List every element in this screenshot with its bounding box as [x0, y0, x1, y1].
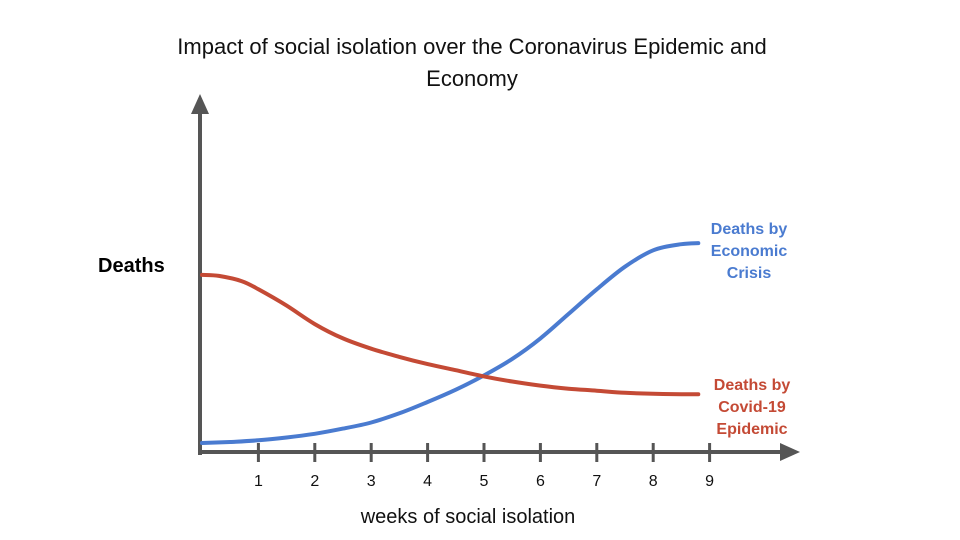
x-tick-label: 6 [536, 473, 545, 490]
x-tick-label: 1 [254, 473, 263, 490]
y-axis-arrowhead [191, 94, 209, 114]
x-tick-label: 7 [592, 473, 601, 490]
y-axis-label: Deaths [98, 255, 165, 277]
series-label-economic-line-3: Crisis [727, 265, 772, 282]
chart-title-line-1: Impact of social isolation over the Coro… [177, 34, 766, 59]
series-label-economic-line-1: Deaths by [711, 221, 788, 238]
x-tick-label: 2 [310, 473, 319, 490]
x-tick-label: 9 [705, 473, 714, 490]
x-axis-label: weeks of social isolation [360, 506, 576, 528]
x-ticks: 1 2 3 4 5 6 7 8 9 [254, 443, 714, 490]
x-axis-arrowhead [780, 443, 800, 461]
x-tick-label: 4 [423, 473, 432, 490]
x-tick-label: 3 [367, 473, 376, 490]
series-label-covid: Deaths by Covid-19 Epidemic [714, 377, 791, 438]
series-lines [200, 241, 701, 445]
series-label-covid-line-2: Covid-19 [718, 399, 786, 416]
series-label-covid-line-1: Deaths by [714, 377, 791, 394]
series-label-economic: Deaths by Economic Crisis [711, 221, 788, 282]
chart-title-line-2: Economy [426, 66, 518, 91]
series-label-economic-line-2: Economic [711, 243, 788, 260]
series-label-covid-line-3: Epidemic [716, 421, 787, 438]
x-tick-label: 8 [649, 473, 658, 490]
series-line-covid-19-epidemic [200, 272, 701, 397]
series-line-economic-crisis [200, 241, 701, 445]
x-tick-label: 5 [480, 473, 489, 490]
